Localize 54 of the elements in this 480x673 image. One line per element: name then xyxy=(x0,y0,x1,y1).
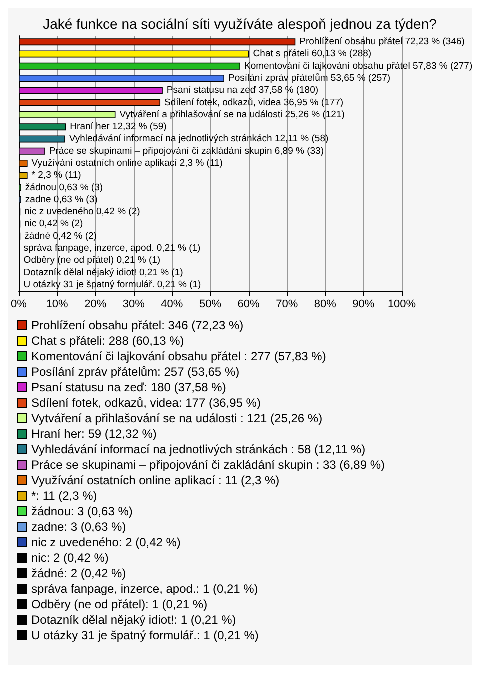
legend-label: Dotazník dělal nějaký idiot!: 1 (0,21 %) xyxy=(32,613,236,627)
data-label: Odběry (ne od přátel) 0,21 % (1) xyxy=(24,255,161,266)
x-tick-label: 100% xyxy=(388,298,416,310)
x-tick-label: 0% xyxy=(11,298,28,310)
data-label: Prohlížení obsahu přátel 72,23 % (346) xyxy=(300,36,465,48)
data-label: žádnou 0,63 % (3) xyxy=(25,182,104,194)
legend-label: Odběry (ne od přátel): 1 (0,21 %) xyxy=(32,598,208,612)
x-tick-label: 30% xyxy=(122,298,146,310)
legend-label: *: 11 (2,3 %) xyxy=(32,489,98,503)
legend-label: Sdílení fotek, odkazů, videa: 177 (36,95 %) xyxy=(32,396,261,410)
data-label: Komentování či lajkování obsahu přátel 57,83 % (277) xyxy=(244,60,473,72)
data-label: zadne 0,63 % (3) xyxy=(25,194,98,206)
data-label: Psaní statusu na zeď 37,58 % (180) xyxy=(166,85,319,96)
legend-label: Vytváření a přihlašování se na události : 121 (25,26 %) xyxy=(32,412,323,426)
legend-label: nic: 2 (0,42 %) xyxy=(32,551,109,565)
x-tick-label: 70% xyxy=(276,298,298,310)
legend-label: Chat s přáteli: 288 (60,13 %) xyxy=(32,334,184,348)
x-tick-label: 90% xyxy=(352,298,375,310)
data-label: * 2,3 % (11) xyxy=(32,170,82,182)
legend-label: nic z uvedeného: 2 (0,42 %) xyxy=(32,536,181,550)
legend-label: žádné: 2 (0,42 %) xyxy=(32,566,126,580)
legend-label: žádnou: 3 (0,63 %) xyxy=(32,504,133,518)
legend-label: U otázky 31 je špatný formulář.: 1 (0,21 %) xyxy=(32,628,259,642)
x-tick-label: 50% xyxy=(199,298,222,310)
legend-label: Využívání ostatních online aplikací : 11 (2,3 %) xyxy=(32,474,280,488)
data-label: Práce se skupinami – připojování či zakládání skupin 6,89 % (33) xyxy=(49,146,324,157)
data-label: Sdílení fotek, odkazů, videa 36,95 % (177) xyxy=(164,97,344,108)
data-label: Dotazník dělal nějaký idiot! 0,21 % (1) xyxy=(24,267,184,278)
x-tick-label: 20% xyxy=(84,298,107,310)
legend-label: Práce se skupinami – připojování či zakládání skupin : 33 (6,89 %) xyxy=(32,458,386,472)
data-label: nic z uvedeného 0,42 % (2) xyxy=(24,206,140,218)
data-label: Vyhledávání informací na jednotlivých stránkách 12,11 % (58) xyxy=(69,134,329,145)
data-label: správa fanpage, inzerce, apod. 0,21 % (1) xyxy=(24,243,201,254)
chart-title: Jaké funkce na sociální síti využíváte alespoň jednou za týden? xyxy=(43,16,438,32)
data-label: Využívání ostatních online aplikací 2,3 % (11) xyxy=(32,158,223,169)
x-tick-label: 80% xyxy=(314,298,337,310)
x-tick-label: 40% xyxy=(161,298,184,310)
legend-label: Hraní her: 59 (12,32 %) xyxy=(32,427,157,441)
x-tick-label: 10% xyxy=(46,298,69,310)
legend-label: správa fanpage, inzerce, apod.: 1 (0,21 %) xyxy=(32,582,258,596)
data-label: Vytváření a přihlašování se na události 25,26 % (121) xyxy=(120,109,345,120)
legend-label: Komentování či lajkování obsahu přátel : 277 (57,83 %) xyxy=(32,350,326,364)
data-label: Chat s přáteli 60,13 % (288) xyxy=(253,48,372,60)
legend-label: Prohlížení obsahu přátel: 346 (72,23 %) xyxy=(32,318,244,332)
data-label: U otázky 31 je špatný formulář. 0,21 % (1) xyxy=(24,279,202,290)
legend-label: zadne: 3 (0,63 %) xyxy=(32,520,126,534)
x-tick-label: 60% xyxy=(238,298,260,310)
data-label: nic 0,42 % (2) xyxy=(24,218,84,230)
legend-label: Psaní statusu na zeď: 180 (37,58 %) xyxy=(32,380,226,394)
data-label: žádné 0,42 % (2) xyxy=(24,230,97,242)
data-label: Posílání zpráv přátelům 53,65 % (257) xyxy=(228,73,391,84)
legend-label: Vyhledávání informací na jednotlivých stránkách : 58 (12,11 %) xyxy=(32,442,366,456)
legend-label: Posílání zpráv přátelům: 257 (53,65 %) xyxy=(32,365,240,379)
data-label: Hraní her 12,32 % (59) xyxy=(70,122,167,133)
